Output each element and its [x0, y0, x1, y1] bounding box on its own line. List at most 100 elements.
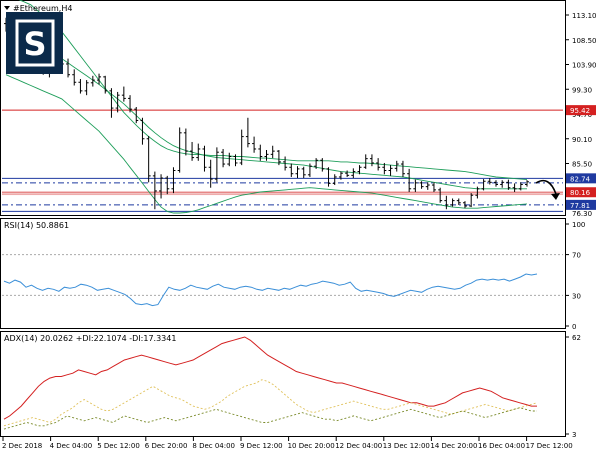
ohlc-bar: [475, 186, 480, 199]
rsi-ytick-label: 30: [572, 292, 581, 300]
ohlc-bar: [338, 171, 343, 180]
x-tick-label: 12 Dec 04:00: [335, 442, 382, 450]
rsi-title-text: RSI(14) 50.8861: [4, 221, 69, 230]
rsi-layer: [2, 254, 563, 307]
ohlc-bar: [326, 167, 331, 187]
ohlc-bar: [320, 158, 325, 172]
minus-di-line: [3, 407, 537, 430]
ohlc-bar: [419, 181, 424, 189]
ohlc-bar: [314, 158, 319, 169]
price-label: 95.42: [570, 107, 590, 115]
ohlc-bar: [84, 80, 89, 96]
x-tick-label: 17 Dec 12:00: [526, 442, 573, 450]
rsi-ytick-label: 0: [572, 323, 576, 331]
price-label-bg: [566, 187, 596, 198]
rsi-line: [3, 273, 538, 307]
ohlc-bar: [159, 174, 164, 199]
ohlc-bar: [444, 195, 449, 210]
ohlc-bar: [345, 170, 350, 177]
ohlc-bar: [493, 180, 498, 187]
ohlc-bar: [90, 75, 95, 87]
ohlc-bar: [183, 128, 188, 156]
x-tick-label: 9 Dec 12:00: [240, 442, 283, 450]
ohlc-bar: [388, 165, 393, 176]
x-tick-label: 16 Dec 04:00: [478, 442, 525, 450]
x-tick-label: 2 Dec 2018: [2, 442, 42, 450]
x-tick-label: 10 Dec 20:00: [288, 442, 335, 450]
adx-panel: [0, 331, 566, 437]
main-ytick-label: 90.10: [572, 136, 592, 144]
ohlc-bar: [407, 168, 412, 193]
ohlc-bar: [146, 136, 151, 183]
ohlc-bar: [307, 163, 312, 177]
ohlc-bar: [506, 179, 511, 190]
price-label: 76.30: [572, 210, 592, 218]
ohlc-bar: [351, 168, 356, 179]
ohlc-bar: [462, 201, 467, 209]
adx-ytick-label: 62: [572, 334, 581, 342]
price-label-bg: [566, 199, 596, 210]
ohlc-bar: [456, 198, 461, 205]
adx-layer: [3, 336, 538, 430]
rsi-ytick-label: 70: [572, 252, 581, 260]
x-tick-label: 5 Dec 12:00: [97, 442, 140, 450]
ohlc-bar: [525, 180, 529, 187]
rsi-panel: [0, 218, 566, 329]
main-ytick-label: 99.30: [572, 86, 592, 94]
ohlc-bar: [233, 154, 238, 167]
ohlc-bar: [239, 129, 244, 166]
main-ytick-label: 103.90: [572, 62, 597, 70]
ohlc-bar: [245, 117, 250, 148]
ohlc-bar: [258, 144, 263, 161]
forecast-arrow-icon: [535, 179, 560, 200]
ohlc-bar: [332, 174, 337, 186]
ohlc-bar: [66, 58, 71, 78]
ohlc-bar: [227, 152, 232, 167]
x-tick-label: 4 Dec 04:00: [50, 442, 93, 450]
ohlc-bar: [413, 179, 418, 193]
ohlc-bar: [283, 156, 288, 171]
ohlc-bar: [78, 79, 83, 94]
ohlc-bar: [481, 179, 486, 191]
ohlc-bar: [177, 127, 182, 173]
ohlc-bar: [369, 154, 374, 167]
main-panel: [0, 0, 566, 216]
ohlc-bar: [128, 95, 133, 113]
ohlc-bar: [450, 198, 455, 207]
rsi-ytick-label: 100: [572, 221, 585, 229]
ohlc-bar: [394, 160, 399, 172]
axis-layer: 113.10108.50103.9099.3094.7090.1085.5095…: [2, 12, 597, 450]
ohlc-bar: [295, 166, 300, 179]
ohlc-bar: [469, 193, 474, 208]
ohlc-bar: [134, 107, 139, 124]
ohlc-bar: [357, 165, 362, 175]
ohlc-bar: [276, 150, 281, 166]
ohlc-bar: [165, 175, 170, 195]
ohlc-bar: [438, 187, 443, 203]
ohlc-bar: [512, 183, 517, 193]
collapse-triangle-icon[interactable]: [4, 6, 10, 10]
ohlc-bar: [109, 88, 114, 118]
ohlc-bar: [196, 143, 201, 161]
x-tick-label: 13 Dec 12:00: [383, 442, 430, 450]
main-ytick-label: 85.50: [572, 161, 592, 169]
band-lower: [5, 74, 528, 214]
ohlc-bar: [190, 141, 195, 161]
price-label-bg: [566, 173, 596, 184]
ohlc-bar: [214, 147, 219, 183]
ohlc-bar: [97, 73, 102, 85]
price-label-bg: [566, 105, 596, 116]
ohlc-bar: [431, 182, 436, 193]
ohlc-bar: [208, 159, 213, 188]
level-zone: [2, 192, 563, 196]
ohlc-bar: [121, 86, 126, 102]
price-label: 77.81: [570, 202, 590, 210]
ohlc-bar: [202, 145, 207, 172]
ohlc-bar: [270, 145, 275, 159]
main-title: #Ethereum,H4: [4, 4, 72, 13]
adx-ytick-label: 3: [572, 431, 576, 439]
x-tick-label: 14 Dec 20:00: [430, 442, 477, 450]
main-title-text: #Ethereum,H4: [13, 4, 72, 13]
